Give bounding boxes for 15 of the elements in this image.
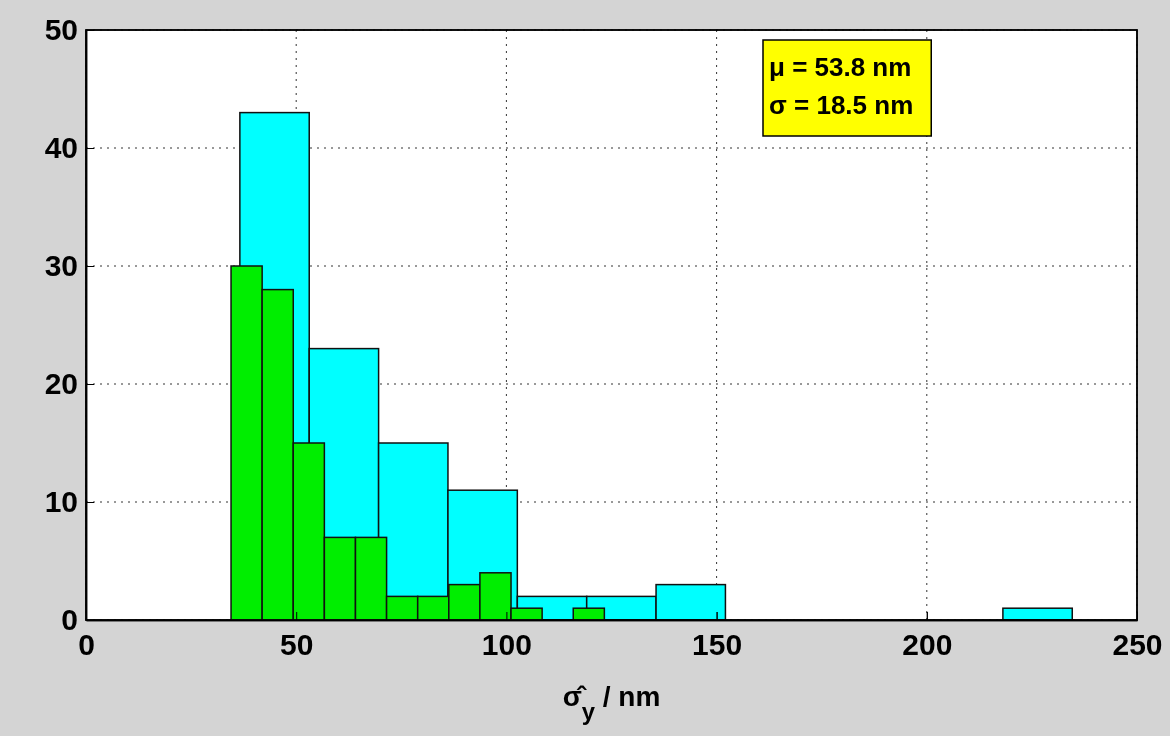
y-tick-label: 10 bbox=[44, 485, 78, 519]
x-tick-label: 50 bbox=[280, 628, 314, 662]
annotation: σ = 18.5 nm bbox=[769, 90, 914, 120]
annotation: μ = 53.8 nm bbox=[769, 52, 912, 82]
x-tick-label: 100 bbox=[481, 628, 532, 662]
x-tick-label: 150 bbox=[692, 628, 743, 662]
x-tick-label: 250 bbox=[1112, 628, 1163, 662]
y-tick-label: 20 bbox=[44, 367, 78, 401]
y-tick-label: 30 bbox=[44, 249, 78, 283]
y-tick-label: 40 bbox=[44, 131, 78, 165]
x-axis-title: σ̂$_{y}$ / nm bbox=[562, 681, 661, 725]
note-box: μ = 53.8 nm σ = 18.5 nm bbox=[762, 39, 932, 137]
y-tick-label: 50 bbox=[44, 13, 78, 47]
y-tick-label: 0 bbox=[61, 603, 78, 637]
x-tick-label: 200 bbox=[902, 628, 953, 662]
